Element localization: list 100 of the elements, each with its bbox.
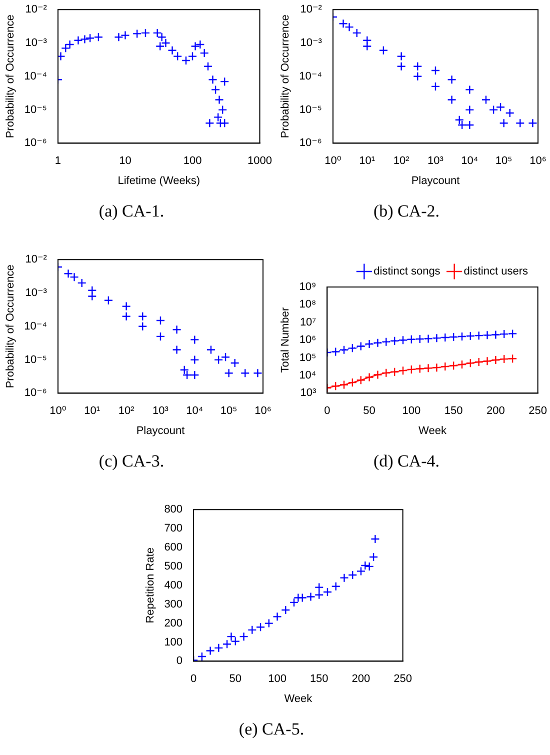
x-axis-title: Week (284, 693, 313, 706)
y-tick-label: 10⁻⁶ (24, 387, 47, 400)
point (382, 368, 391, 378)
x-tick-label: 50 (363, 404, 376, 417)
x-tick-label: 10⁴ (186, 404, 204, 417)
x-tick-label: 1 (54, 154, 62, 167)
x-tick-label: 10⁵ (495, 154, 512, 167)
point (356, 375, 366, 385)
x-tick-label: 10¹ (359, 154, 376, 167)
point (364, 339, 374, 349)
point (322, 587, 332, 597)
y-tick-label: 100 (164, 636, 183, 648)
point (466, 358, 476, 368)
text: (d) CA-4. (373, 451, 440, 470)
point (457, 332, 467, 342)
point (491, 355, 500, 365)
x-tick-label: 10⁴ (461, 154, 478, 167)
y-tick-label: 200 (164, 617, 183, 630)
x-axis-title: Playcount (136, 425, 185, 438)
point (424, 334, 433, 344)
point (272, 612, 282, 622)
point (356, 566, 366, 576)
y-tick-label: 300 (164, 598, 183, 610)
x-tick-label: 150 (310, 672, 328, 685)
x-tick-label: 10⁰ (324, 154, 342, 167)
point (314, 590, 324, 600)
point (248, 625, 257, 635)
y-tick-label: 10⁻³ (25, 287, 48, 300)
x-tick-label: 100 (183, 154, 202, 167)
x-tick-label: 100 (268, 672, 286, 685)
point (339, 380, 349, 390)
y-tick-label: 10⁻² (25, 4, 48, 16)
y-tick-label: 10⁶ (299, 334, 316, 346)
point (398, 366, 408, 376)
point (398, 336, 408, 345)
y-tick-label: 10⁻⁴ (24, 320, 48, 332)
y-tick-label: 10⁵ (299, 352, 316, 364)
x-tick-label: 10³ (428, 154, 444, 167)
point (364, 562, 374, 572)
x-tick-label: 50 (229, 672, 242, 685)
y-tick-label: 0 (176, 655, 183, 668)
point (390, 336, 400, 346)
y-tick-label: 10³ (300, 387, 316, 400)
x-tick-label: 10 (119, 154, 132, 167)
point (373, 338, 382, 348)
point (406, 364, 416, 374)
point (440, 362, 450, 372)
y-tick-label: 800 (164, 504, 183, 516)
y-tick-label: 10⁻⁶ (299, 137, 322, 150)
x-tick-label: 200 (486, 404, 505, 417)
point (432, 333, 442, 343)
point (482, 330, 492, 340)
point (415, 334, 424, 344)
point (406, 334, 416, 344)
point (340, 573, 349, 582)
point (331, 582, 340, 591)
x-tick-label: 10⁶ (254, 404, 272, 417)
x-tick-label: 10⁶ (530, 154, 546, 167)
text: (a) CA-1. (98, 201, 164, 220)
x-axis-title: Week (418, 425, 447, 438)
x-tick-label: 10² (118, 404, 135, 417)
x-tick-label: 10³ (152, 404, 169, 417)
text: (b) CA-2. (373, 201, 440, 220)
y-tick-label: 10⁷ (300, 316, 316, 328)
point (415, 364, 424, 374)
point (298, 593, 307, 602)
point (432, 362, 442, 372)
x-tick-label: 150 (444, 404, 463, 417)
legend-label: distinct users (464, 266, 528, 278)
point (500, 329, 509, 339)
point (306, 592, 316, 602)
point (314, 582, 324, 592)
y-tick-label: 400 (164, 579, 183, 592)
point (368, 552, 378, 562)
point (508, 354, 518, 364)
y-tick-label: 10⁻⁶ (24, 137, 47, 150)
y-tick-label: 700 (164, 522, 183, 535)
legend-label: distinct songs (374, 266, 441, 278)
point (440, 332, 450, 342)
point (206, 646, 215, 656)
y-tick-label: 10⁹ (299, 281, 316, 294)
x-tick-label: 250 (528, 404, 548, 417)
point (448, 361, 458, 370)
point (382, 337, 391, 346)
y-axis-title: Probability of Occurrence (4, 14, 17, 138)
point (339, 345, 349, 354)
point (508, 329, 518, 338)
point (482, 356, 492, 366)
y-tick-label: 10⁻⁵ (24, 354, 47, 366)
y-tick-label: 10⁻³ (300, 37, 322, 50)
y-tick-label: 10⁻⁴ (299, 70, 322, 82)
point (289, 598, 299, 608)
point (348, 378, 358, 388)
y-tick-label: 600 (164, 542, 183, 554)
point (474, 357, 484, 367)
x-tick-label: 10⁵ (220, 404, 238, 417)
point (457, 360, 467, 370)
point (356, 342, 366, 351)
y-axis-title: Probability of Occurrence (4, 264, 17, 388)
point (373, 370, 382, 380)
